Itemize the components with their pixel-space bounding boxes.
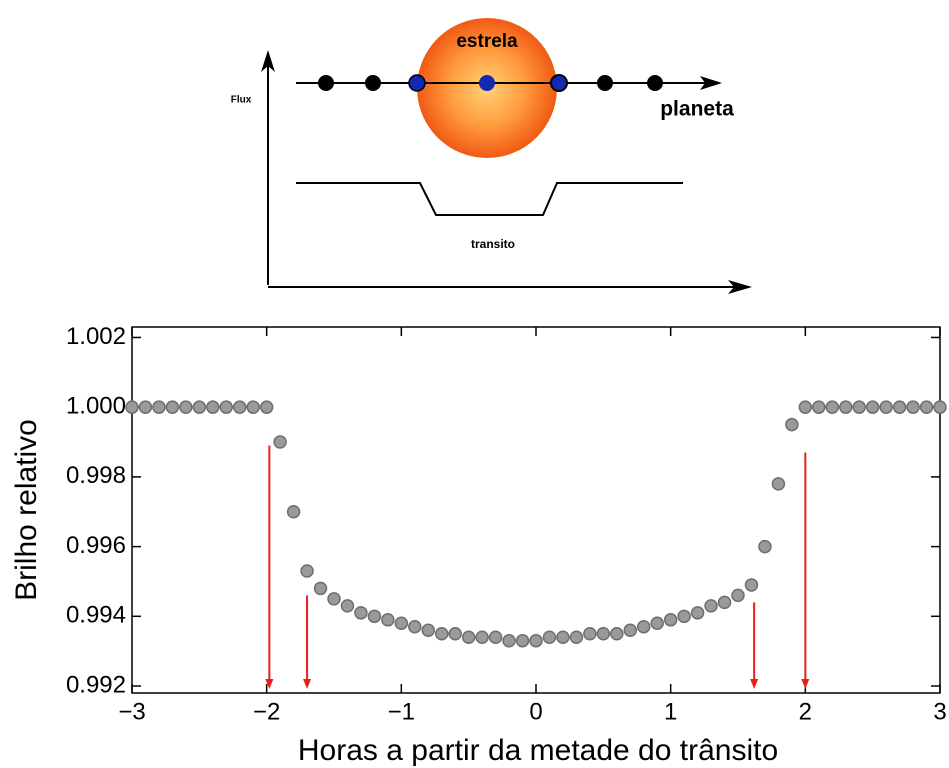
data-point xyxy=(865,400,880,414)
x-tick-label: 2 xyxy=(799,698,812,725)
x-axis-label: Horas a partir da metade do trânsito xyxy=(298,734,778,767)
data-point xyxy=(596,626,611,641)
planet-label: planeta xyxy=(660,98,734,121)
data-point xyxy=(246,400,260,414)
data-point xyxy=(475,630,489,644)
data-point xyxy=(367,609,382,624)
y-tick-label: 1.002 xyxy=(66,323,126,350)
data-point xyxy=(286,504,301,519)
x-tick-label: −2 xyxy=(253,698,280,725)
data-point xyxy=(556,630,570,644)
data-point xyxy=(273,435,287,449)
data-point xyxy=(125,400,139,414)
star-label: estrela xyxy=(456,31,518,52)
data-point xyxy=(906,400,920,414)
data-point xyxy=(152,400,166,414)
data-point xyxy=(852,400,866,414)
data-point xyxy=(354,606,368,620)
data-point xyxy=(206,400,220,414)
y-tick-label: 0.996 xyxy=(66,532,126,559)
data-point xyxy=(448,626,462,641)
data-point xyxy=(704,599,718,613)
y-tick-label: 0.994 xyxy=(66,602,126,629)
data-point xyxy=(879,400,893,414)
y-axis-label: Brilho relativo xyxy=(10,419,43,601)
data-point xyxy=(515,633,530,648)
data-point xyxy=(461,630,476,644)
transit-diagram: estrela planeta Flux transito xyxy=(231,18,752,294)
transit-label: transito xyxy=(471,237,515,251)
data-point xyxy=(838,400,853,414)
data-point xyxy=(610,626,624,641)
planet xyxy=(365,75,381,91)
data-point xyxy=(488,630,503,644)
data-point xyxy=(542,630,557,644)
x-tick-label: 0 xyxy=(529,698,542,725)
data-point xyxy=(408,620,422,634)
data-point xyxy=(825,400,840,414)
data-point xyxy=(232,400,247,414)
data-point xyxy=(502,633,516,648)
data-point xyxy=(327,592,341,606)
arrow-head xyxy=(750,679,759,689)
data-point xyxy=(771,477,786,491)
x-tick-label: −1 xyxy=(388,698,415,725)
data-point xyxy=(758,539,772,554)
x-tick-label: 1 xyxy=(664,698,677,725)
data-point xyxy=(381,613,395,627)
planet xyxy=(550,74,568,92)
data-point xyxy=(300,564,314,578)
planet xyxy=(318,75,334,91)
flux-curve xyxy=(296,182,683,216)
data-point xyxy=(636,620,651,634)
data-point xyxy=(919,400,934,414)
data-point xyxy=(192,400,207,414)
arrow-head xyxy=(728,280,752,294)
x-tick-label: 3 xyxy=(933,698,946,725)
y-tick-label: 0.998 xyxy=(66,462,126,489)
arrow-head xyxy=(303,679,312,689)
data-point xyxy=(785,417,799,432)
arrow-head xyxy=(801,679,810,689)
y-tick-label: 1.000 xyxy=(66,393,126,420)
y-tick-label: 0.992 xyxy=(66,671,126,698)
planet xyxy=(647,75,663,91)
data-point xyxy=(394,616,409,631)
data-point xyxy=(434,626,449,641)
data-point xyxy=(690,606,705,620)
data-point xyxy=(313,581,328,596)
data-point xyxy=(179,400,193,414)
data-point xyxy=(744,578,759,592)
data-point xyxy=(569,630,584,644)
arrow-head xyxy=(265,679,274,689)
arrow-head xyxy=(261,50,275,72)
data-point xyxy=(340,599,355,613)
planet xyxy=(479,75,495,91)
data-point xyxy=(138,400,153,414)
data-point xyxy=(663,613,678,627)
data-point xyxy=(421,623,436,638)
data-point xyxy=(933,400,947,414)
data-point xyxy=(529,633,543,648)
data-point xyxy=(812,400,826,414)
data-point xyxy=(892,400,907,414)
data-point xyxy=(583,626,597,641)
data-point xyxy=(798,400,813,414)
planet xyxy=(597,75,613,91)
data-point xyxy=(717,595,732,610)
data-point xyxy=(259,400,274,414)
data-point xyxy=(165,400,180,414)
data-point xyxy=(623,623,638,638)
x-tick-label: −3 xyxy=(118,698,145,725)
arrow-head xyxy=(700,76,722,90)
data-point xyxy=(677,609,691,624)
data-point xyxy=(650,616,664,631)
data-point xyxy=(219,400,234,414)
data-point xyxy=(731,588,745,603)
planet xyxy=(408,74,426,92)
flux-label: Flux xyxy=(231,95,252,106)
